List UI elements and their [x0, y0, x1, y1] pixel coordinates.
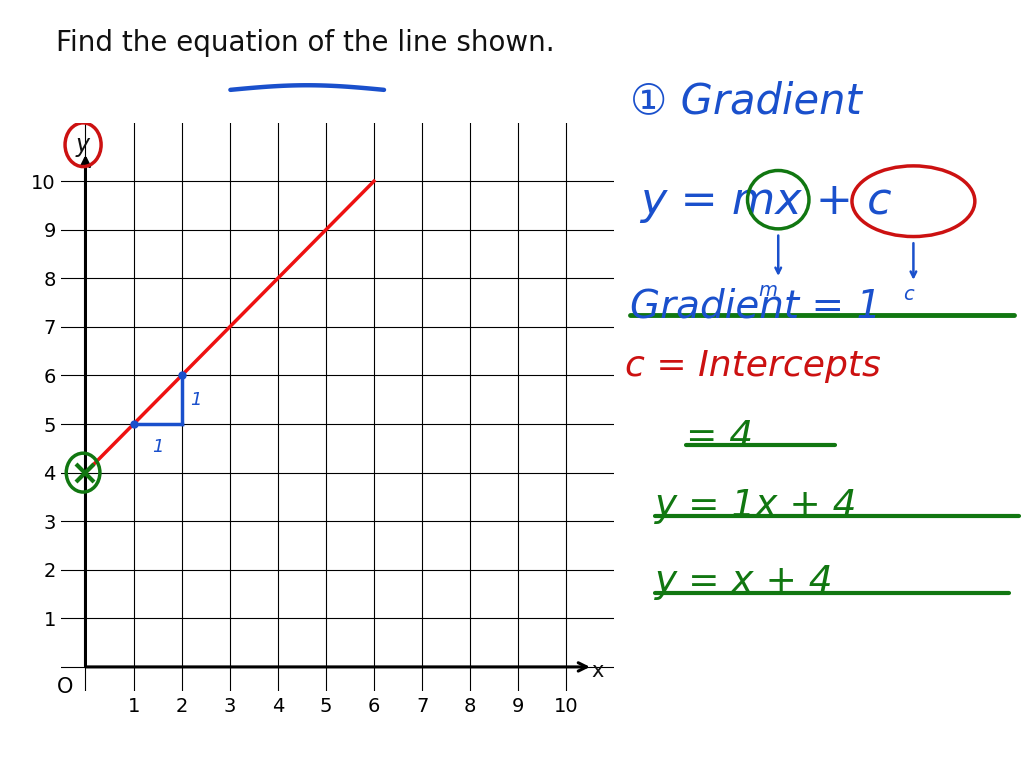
Text: Find the equation of the line shown.: Find the equation of the line shown. [56, 29, 555, 57]
Text: c: c [903, 285, 913, 304]
Text: m: m [759, 281, 777, 300]
Text: 1: 1 [152, 438, 164, 455]
Text: = 4: = 4 [686, 419, 754, 455]
Text: Gradient = 1: Gradient = 1 [630, 288, 881, 326]
Text: O: O [57, 677, 74, 697]
Text: y = 1x + 4: y = 1x + 4 [655, 488, 858, 524]
Text: y = x + 4: y = x + 4 [655, 564, 834, 601]
Text: y: y [76, 133, 90, 157]
Text: y = mx + c: y = mx + c [640, 180, 892, 223]
Text: 1: 1 [190, 391, 202, 409]
Text: ① Gradient: ① Gradient [630, 81, 861, 123]
Text: x: x [592, 660, 604, 680]
Text: c = Intercepts: c = Intercepts [625, 349, 881, 383]
